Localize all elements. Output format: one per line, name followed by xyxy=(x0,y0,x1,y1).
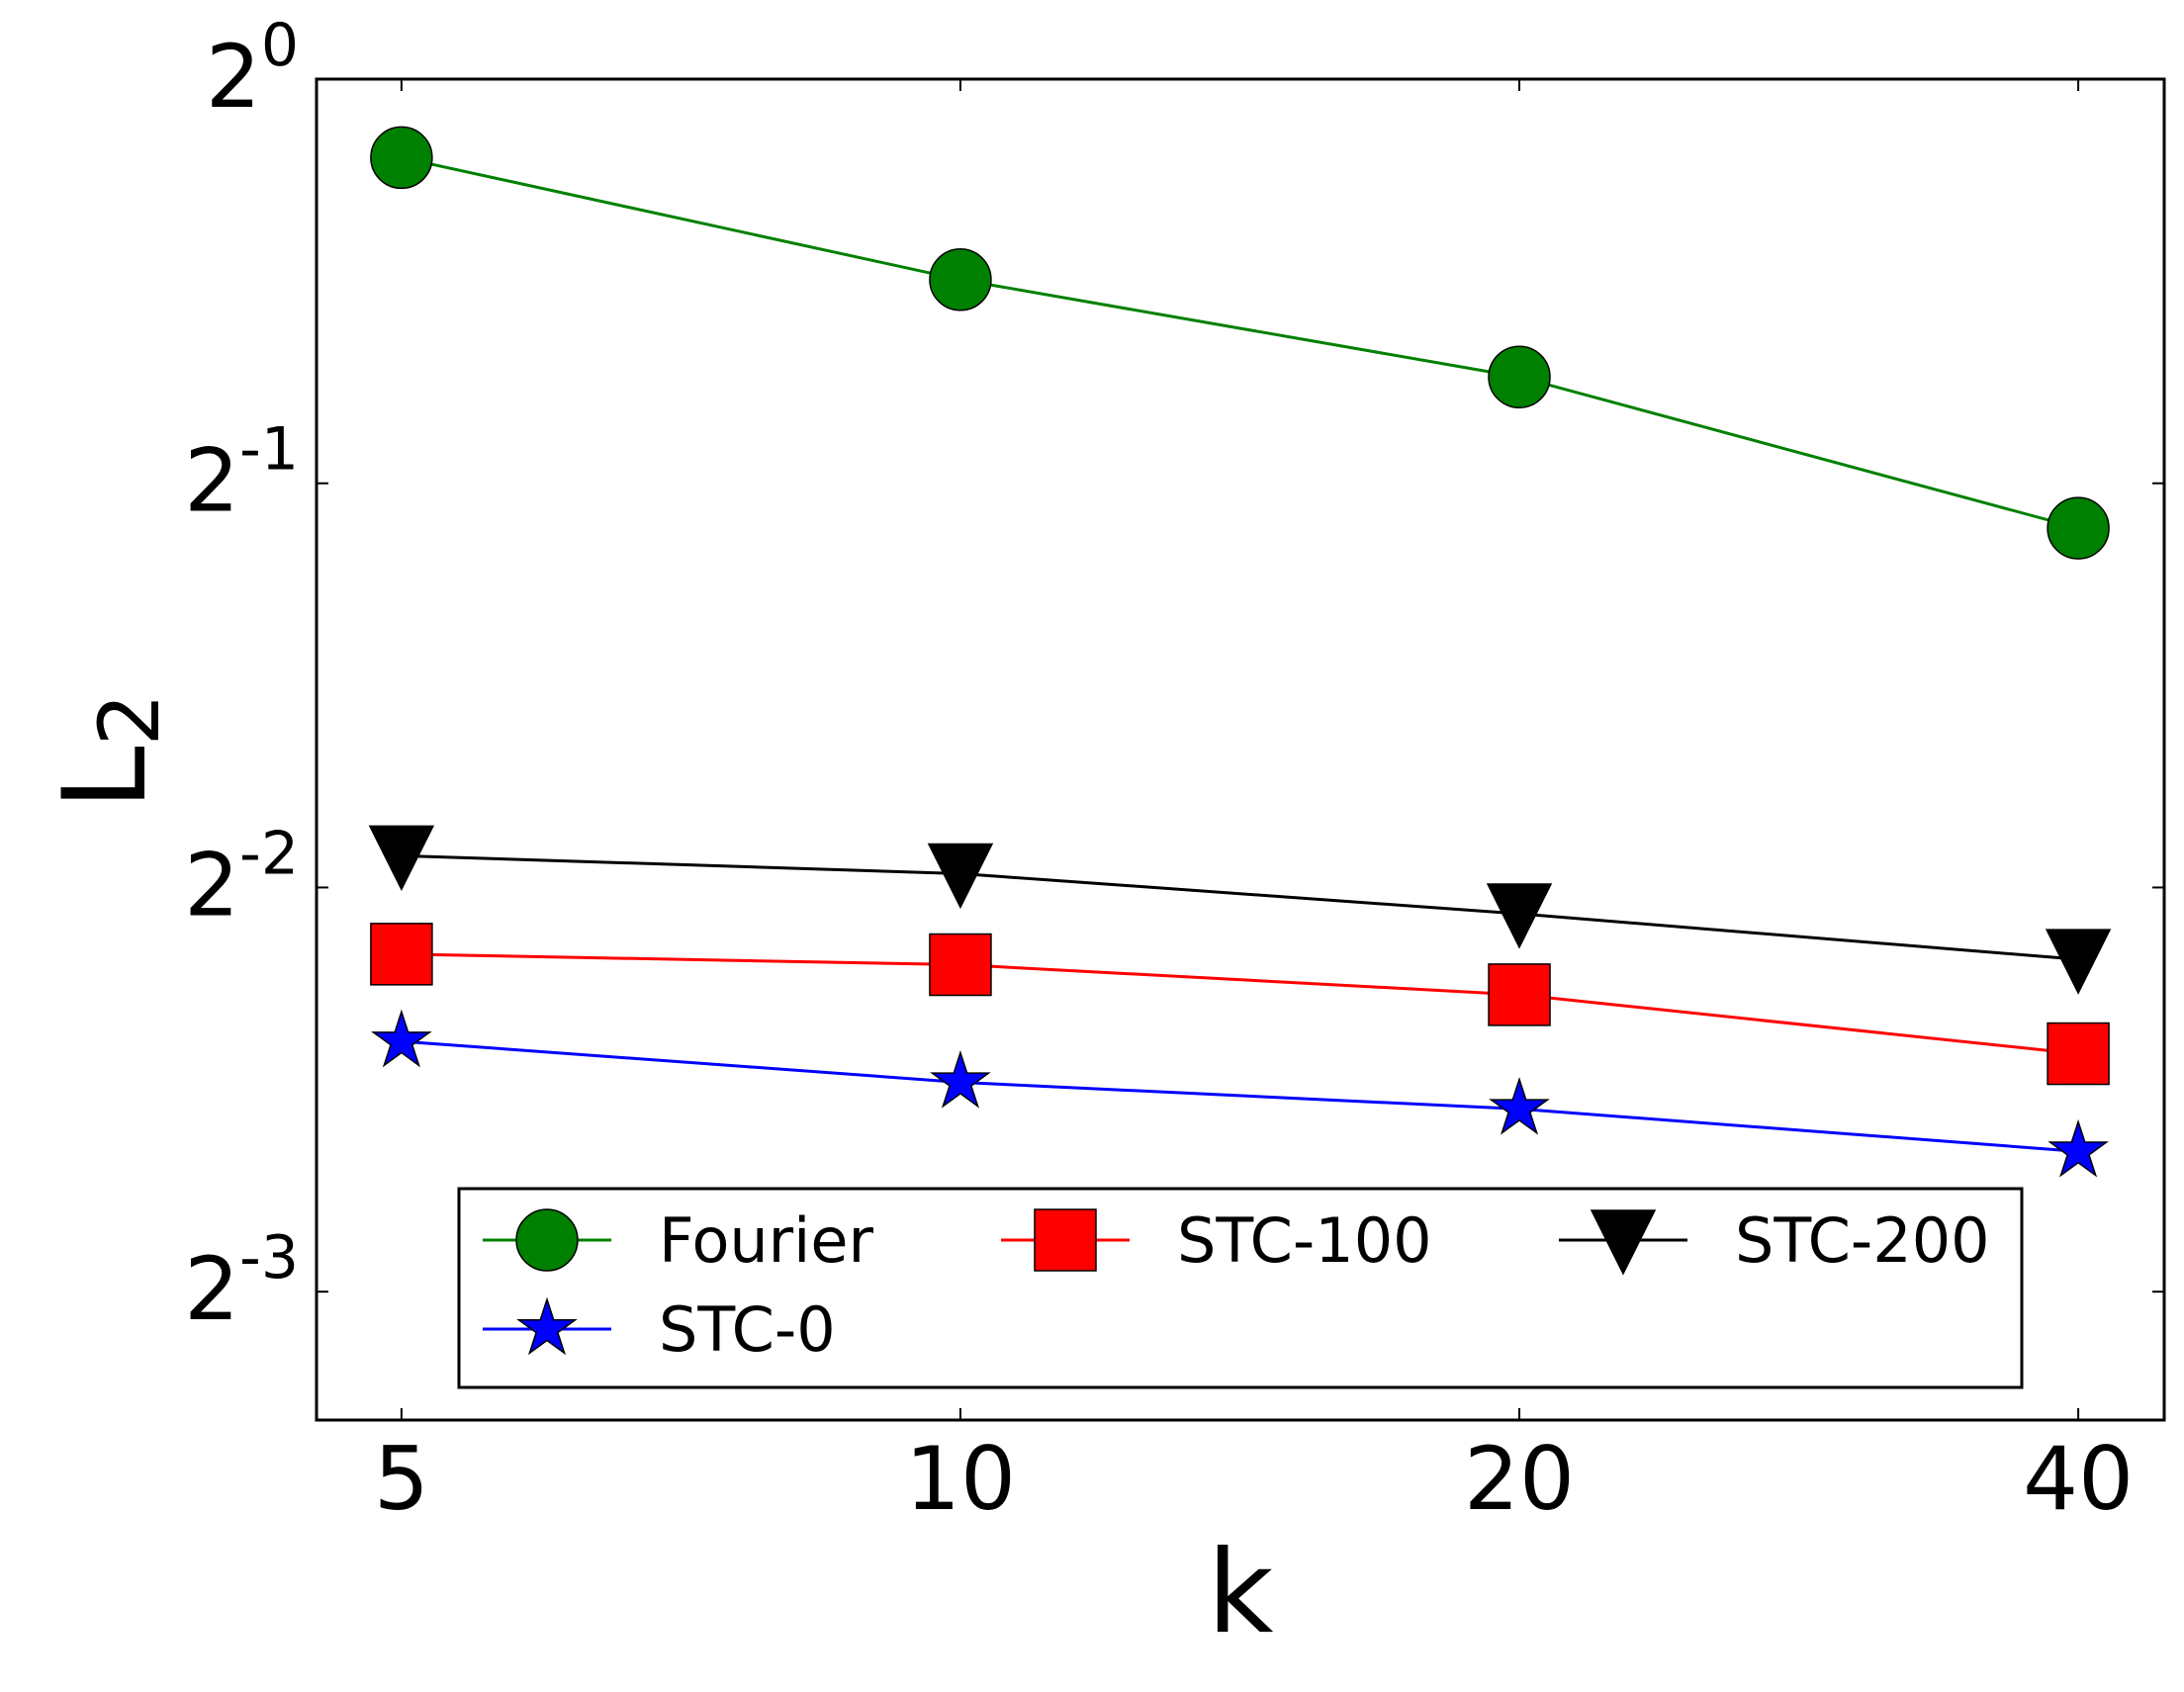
data-point xyxy=(371,1009,432,1068)
y-tick-label: 20 xyxy=(206,11,299,128)
legend-label: STC-0 xyxy=(659,1293,836,1366)
data-point xyxy=(370,923,433,986)
series-line xyxy=(401,1039,2079,1153)
data-point xyxy=(1488,963,1551,1026)
legend-box xyxy=(457,1187,2024,1389)
y-tick-base: 2 xyxy=(184,834,239,935)
series-fourier xyxy=(370,126,2110,560)
y-tick-base: 2 xyxy=(184,430,239,532)
series-stc-0 xyxy=(371,1009,2109,1178)
legend-label: STC-100 xyxy=(1177,1204,1432,1277)
data-point xyxy=(929,248,992,312)
y-tick-exponent: 0 xyxy=(261,11,299,80)
series-stc-200 xyxy=(368,825,2112,995)
x-tick-label: 5 xyxy=(374,1428,429,1530)
y-tick-label: 2-2 xyxy=(184,819,299,935)
legend-item-fourier: Fourier xyxy=(483,1204,874,1277)
y-axis-label: L2 xyxy=(39,693,178,810)
data-point xyxy=(368,825,435,892)
plot-area-frame xyxy=(315,77,2166,1422)
legend-marker xyxy=(516,1296,578,1356)
legend-marker xyxy=(1590,1209,1657,1276)
data-point xyxy=(2045,929,2112,995)
legend-item-stc-200: STC-200 xyxy=(1559,1204,1990,1277)
legend-item-stc-100: STC-100 xyxy=(1001,1204,1432,1277)
data-point xyxy=(1488,345,1551,408)
series-line xyxy=(401,853,2079,961)
data-point xyxy=(370,126,433,190)
x-tick-label: 20 xyxy=(1464,1428,1575,1530)
y-tick-label: 2-3 xyxy=(184,1223,299,1340)
y-tick-label: 2-1 xyxy=(184,415,299,532)
y-axis-label-subscript: 2 xyxy=(81,693,178,746)
x-axis-label: k xyxy=(1207,1526,1273,1659)
series-layer xyxy=(368,126,2112,1178)
series-line xyxy=(401,952,2079,1056)
data-point xyxy=(2047,496,2110,560)
svg-text:L2: L2 xyxy=(39,693,178,810)
series-line xyxy=(401,155,2079,530)
data-point xyxy=(927,843,994,910)
legend-marker xyxy=(1034,1208,1097,1272)
data-point xyxy=(929,933,992,997)
series-stc-100 xyxy=(370,923,2110,1086)
data-point xyxy=(930,1050,991,1109)
legend-marker xyxy=(515,1208,579,1272)
y-axis-label-main: L xyxy=(39,746,172,810)
y-tick-base: 2 xyxy=(184,1238,239,1340)
y-tick-base: 2 xyxy=(206,26,261,128)
legend: Fourier STC-100 STC-200 STC-0 xyxy=(457,1187,2024,1389)
x-tick-label: 40 xyxy=(2023,1428,2134,1530)
data-point xyxy=(2048,1118,2109,1178)
x-tick-label: 10 xyxy=(905,1428,1016,1530)
y-tick-exponent: -1 xyxy=(239,415,299,485)
y-tick-exponent: -3 xyxy=(239,1223,299,1292)
data-point xyxy=(1486,883,1553,949)
legend-label: Fourier xyxy=(659,1204,874,1277)
data-point xyxy=(1489,1076,1550,1135)
data-point xyxy=(2047,1022,2110,1086)
legend-item-stc-0: STC-0 xyxy=(483,1293,836,1366)
legend-label: STC-200 xyxy=(1735,1204,1990,1277)
y-tick-exponent: -2 xyxy=(239,819,299,888)
